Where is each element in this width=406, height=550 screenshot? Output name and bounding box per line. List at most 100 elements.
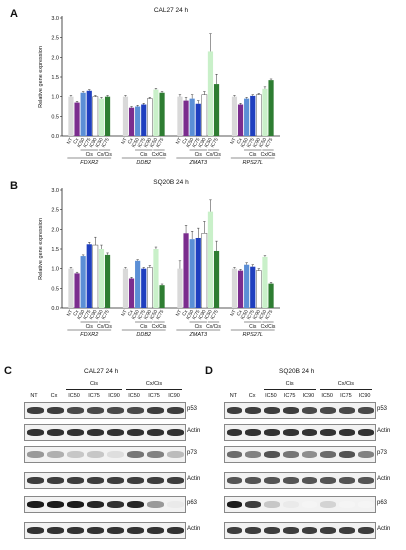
- blot-group-line: [319, 389, 372, 390]
- lane-label: IC75: [340, 393, 352, 399]
- blot-band: [282, 527, 299, 534]
- blot-group-line: [126, 389, 182, 390]
- blot-band: [86, 451, 104, 458]
- lane-label: IC90: [302, 393, 315, 399]
- bar-label: Cx: [72, 136, 80, 145]
- bar: [141, 104, 147, 136]
- blot-band: [357, 451, 374, 458]
- bar-label: NT: [66, 309, 74, 318]
- blot-row-label: p53: [187, 406, 198, 412]
- y-tick-label: 0.5: [51, 114, 59, 120]
- bar-label: IC50: [258, 137, 268, 149]
- bar: [159, 92, 165, 136]
- blot-band: [46, 407, 64, 414]
- bar-label: IC75: [210, 137, 220, 149]
- bar: [177, 96, 183, 136]
- bar: [153, 89, 159, 136]
- blot-band: [339, 407, 355, 414]
- bar-label: IC75: [137, 309, 147, 321]
- blot-band: [245, 527, 261, 534]
- bar: [98, 249, 105, 308]
- bar-label: IC50: [131, 309, 141, 321]
- bar: [195, 237, 201, 308]
- blot-band: [46, 501, 64, 508]
- blot-band: [166, 407, 184, 414]
- bar: [122, 268, 129, 308]
- bar-label: Cx: [181, 136, 189, 145]
- bar-label: IC75: [246, 309, 256, 321]
- bar: [231, 268, 238, 308]
- bar-label: IC75: [264, 309, 274, 321]
- y-tick-label: 2.5: [51, 208, 59, 214]
- blot-row-label: p73: [377, 450, 388, 456]
- blot-band: [106, 527, 124, 534]
- bar: [207, 211, 214, 308]
- bar-label: IC50: [203, 137, 213, 149]
- bar-label: IC50: [240, 309, 250, 321]
- group-label-cis: Cis: [140, 324, 148, 330]
- bar: [256, 270, 262, 309]
- blot-band: [86, 429, 104, 436]
- blot-band: [46, 527, 64, 534]
- blot-group-line: [66, 389, 122, 390]
- bar-label: NT: [175, 137, 183, 146]
- blot-band: [264, 501, 280, 508]
- bar-label: IC75: [210, 309, 220, 321]
- lane-label: IC90: [358, 393, 371, 399]
- blot-band: [166, 477, 184, 484]
- blot-band: [106, 407, 124, 414]
- bar-label: Cx: [181, 308, 189, 317]
- bar: [189, 239, 195, 308]
- bar: [74, 273, 80, 308]
- bar-label: IC50: [258, 309, 268, 321]
- blot-band: [357, 407, 374, 414]
- lane-label: NT: [229, 393, 238, 399]
- bar: [122, 96, 129, 136]
- blot-band: [339, 429, 355, 436]
- bar: [268, 80, 274, 136]
- blot-strip: [224, 424, 376, 441]
- bar: [250, 266, 256, 308]
- bar-label: Cx: [72, 308, 80, 317]
- blot-row-label: Actin: [187, 428, 201, 434]
- blot-band: [126, 429, 144, 436]
- blot-band: [86, 501, 104, 508]
- bar-label: IC50: [94, 309, 104, 321]
- chart-title: CAL27 24 h: [154, 7, 189, 14]
- bar-label: IC75: [191, 309, 201, 321]
- blot-strip: [224, 496, 376, 513]
- y-axis-label: Relative gene expression: [38, 46, 44, 108]
- gene-label: FDXR2: [80, 332, 98, 338]
- blot-band: [146, 407, 164, 414]
- lane-label: IC50: [128, 393, 140, 399]
- bar-label: Cx: [236, 308, 244, 317]
- bar: [231, 96, 238, 136]
- y-tick-label: 1.5: [51, 75, 59, 81]
- bar: [237, 104, 244, 136]
- bar-label: Cx: [127, 308, 135, 317]
- panel-letter-d: D: [205, 365, 213, 377]
- chart-sq20b: SQ20B 24 h Relative gene expression 0.0 0.5…: [38, 179, 280, 338]
- blot-band: [320, 407, 336, 414]
- blot-band: [320, 477, 336, 484]
- gene-label: FDXR2: [80, 160, 98, 166]
- blot-band: [301, 429, 318, 436]
- group-label-cis: Cis: [249, 152, 257, 158]
- bar-label: IC50: [185, 137, 195, 149]
- blot-group-label: Cx/Cis: [145, 381, 163, 387]
- lane-label: Cx: [50, 393, 58, 399]
- blot-band: [264, 407, 280, 414]
- lane-label: IC50: [265, 393, 277, 399]
- blot-band: [66, 429, 84, 436]
- bar: [262, 256, 268, 308]
- y-tick-label: 2.0: [51, 227, 59, 233]
- blot-strip: [24, 496, 186, 513]
- blot-band: [301, 501, 318, 508]
- panel-letter-c: C: [4, 365, 12, 377]
- y-axis-label: Relative gene expression: [38, 218, 44, 280]
- blot-band: [301, 451, 318, 458]
- blot-band: [301, 477, 318, 484]
- bar: [80, 92, 86, 136]
- bar-label: IC75: [82, 309, 92, 321]
- gene-label: DDB2: [136, 332, 151, 338]
